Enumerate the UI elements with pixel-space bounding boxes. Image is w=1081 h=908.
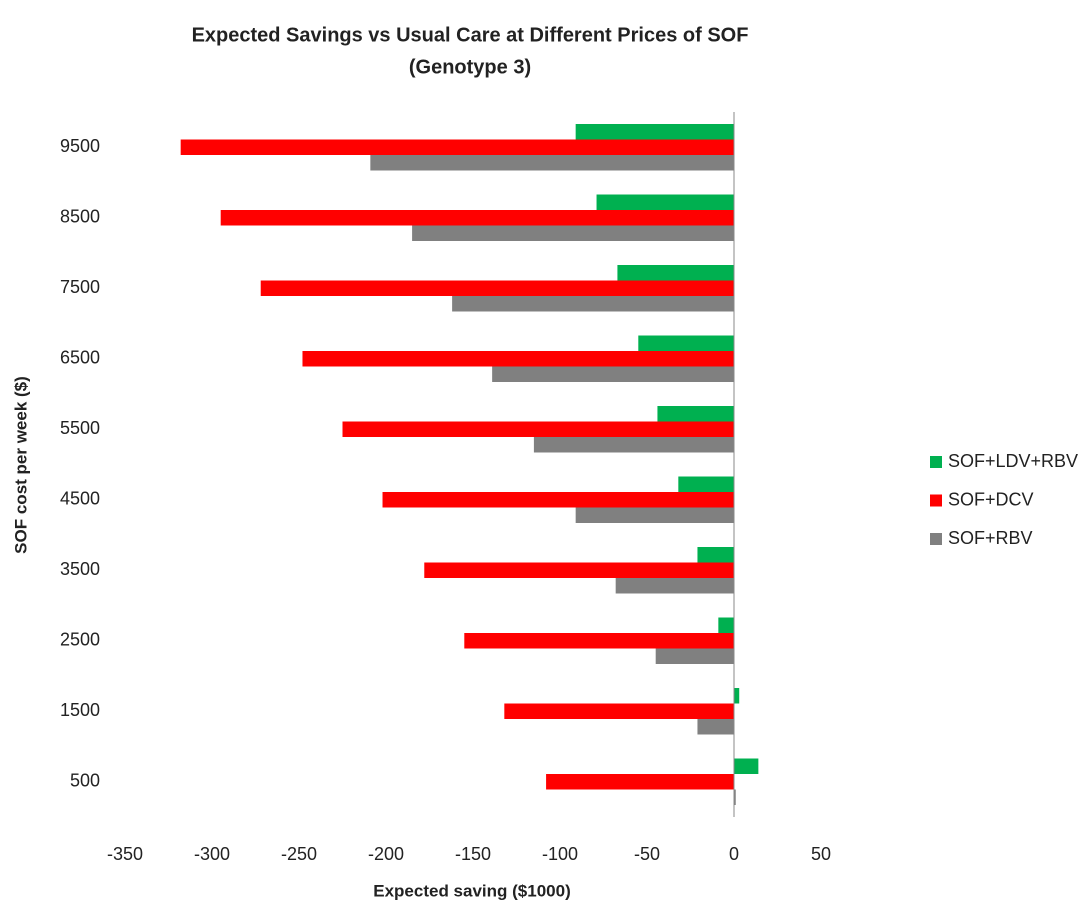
- legend-label: SOF+DCV: [948, 489, 1034, 509]
- y-tick-label: 6500: [60, 348, 100, 368]
- bar: [180, 139, 734, 155]
- bar: [697, 719, 734, 735]
- bar: [424, 562, 734, 578]
- bar: [342, 421, 734, 437]
- bar: [734, 758, 759, 774]
- bar: [260, 280, 734, 296]
- y-tick-label: 5500: [60, 418, 100, 438]
- y-tick-label: 9500: [60, 136, 100, 156]
- y-tick-label: 500: [70, 771, 100, 791]
- x-tick-label: -100: [542, 844, 578, 864]
- legend-label: SOF+RBV: [948, 528, 1033, 548]
- bar: [678, 476, 734, 492]
- bar: [452, 296, 734, 312]
- bar: [492, 366, 734, 382]
- legend-swatch: [930, 533, 942, 545]
- legend-swatch: [930, 456, 942, 468]
- bar: [615, 578, 734, 594]
- x-tick-label: -200: [368, 844, 404, 864]
- bar: [412, 225, 734, 241]
- bar: [657, 406, 734, 422]
- chart-title: Expected Savings vs Usual Care at Differ…: [192, 24, 749, 46]
- y-tick-label: 3500: [60, 559, 100, 579]
- legend-swatch: [930, 494, 942, 507]
- bar: [655, 648, 734, 664]
- bar: [533, 437, 734, 453]
- bar: [617, 265, 734, 281]
- x-tick-label: -250: [281, 844, 317, 864]
- bar: [546, 774, 734, 790]
- x-tick-label: -50: [634, 844, 660, 864]
- y-axis-title: SOF cost per week ($): [11, 376, 30, 554]
- bar: [596, 194, 734, 210]
- x-tick-label: -150: [455, 844, 491, 864]
- bar: [697, 547, 734, 563]
- bar: [718, 617, 734, 633]
- y-tick-label: 7500: [60, 277, 100, 297]
- bar: [575, 124, 734, 140]
- bar: [382, 492, 734, 508]
- x-tick-label: 50: [811, 844, 831, 864]
- x-tick-label: -350: [107, 844, 143, 864]
- y-tick-label: 4500: [60, 489, 100, 509]
- x-tick-label: -300: [194, 844, 230, 864]
- bar: [464, 633, 734, 649]
- legend-label: SOF+LDV+RBV: [948, 451, 1078, 471]
- bar: [734, 789, 736, 805]
- bar: [575, 507, 734, 523]
- x-tick-label: 0: [729, 844, 739, 864]
- bar: [302, 351, 734, 367]
- chart-subtitle: (Genotype 3): [409, 56, 531, 78]
- y-tick-label: 8500: [60, 207, 100, 227]
- bar: [638, 335, 734, 351]
- bar: [734, 688, 740, 704]
- y-tick-label: 2500: [60, 630, 100, 650]
- bar: [370, 155, 734, 171]
- bar: [504, 703, 734, 719]
- bar: [220, 210, 734, 226]
- y-tick-label: 1500: [60, 700, 100, 720]
- x-axis-title: Expected saving ($1000): [373, 881, 570, 900]
